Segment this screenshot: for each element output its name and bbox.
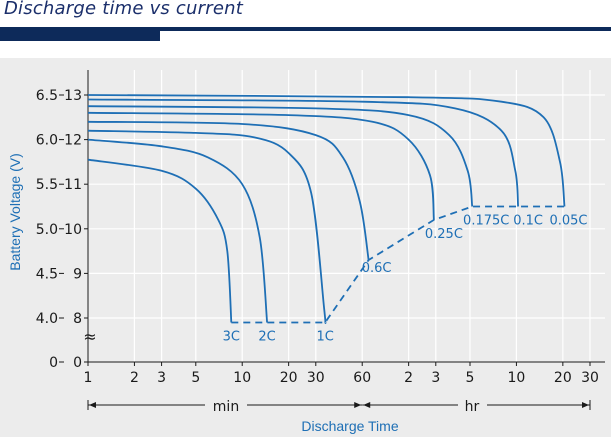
series-label-0-25c: 0.25C bbox=[425, 227, 463, 242]
range-hr-label: hr bbox=[465, 399, 480, 415]
x-tick-label-11: 10 bbox=[508, 370, 526, 386]
chart-series bbox=[87, 94, 566, 324]
series-label-0-1c: 0.1C bbox=[513, 214, 543, 229]
y-tick-inner-5: 8 bbox=[73, 311, 82, 327]
y-tick-outer-4: 4.5 bbox=[36, 266, 58, 282]
series-line-0-25c bbox=[87, 111, 435, 220]
y-tick-outer-6: 0 bbox=[49, 355, 58, 371]
series-label-0-05c: 0.05C bbox=[549, 214, 587, 229]
x-tick-label-6: 30 bbox=[307, 370, 325, 386]
series-line-0-175c bbox=[87, 105, 474, 207]
y-tick-inner-3: 10 bbox=[64, 222, 82, 238]
series-line-0-05c bbox=[87, 94, 566, 207]
y-tick-outer-1: 6.0 bbox=[36, 133, 58, 149]
title-band-accent bbox=[0, 31, 160, 41]
x-tick-label-0: 1 bbox=[84, 370, 93, 386]
y-tick-outer-0: 6.5 bbox=[36, 88, 58, 104]
x-tick-label-12: 20 bbox=[554, 370, 572, 386]
x-tick-label-13: 30 bbox=[581, 370, 599, 386]
y-tick-outer-3: 5.0 bbox=[36, 222, 58, 238]
y-tick-inner-0: 13 bbox=[64, 88, 82, 104]
y-tick-inner-6: 0 bbox=[73, 355, 82, 371]
y-tick-inner-1: 12 bbox=[64, 133, 82, 149]
x-tick-label-7: 60 bbox=[353, 370, 371, 386]
series-line-1c bbox=[87, 129, 327, 324]
x-tick-label-2: 3 bbox=[157, 370, 166, 386]
x-tick-label-3: 5 bbox=[191, 370, 200, 386]
range-arrow-mid-left bbox=[354, 402, 362, 408]
page-title: Discharge time vs current bbox=[4, 0, 243, 19]
x-tick-label-10: 5 bbox=[466, 370, 475, 386]
series-label-2c: 2C bbox=[258, 329, 275, 344]
x-tick-label-4: 10 bbox=[233, 370, 251, 386]
y-tick-inner-2: 11 bbox=[64, 177, 82, 193]
cutoff-dashed-line bbox=[231, 205, 565, 324]
range-min-label: min bbox=[213, 399, 239, 415]
title-rule bbox=[0, 27, 611, 31]
series-label-3c: 3C bbox=[223, 329, 240, 344]
range-arrow-start bbox=[89, 402, 96, 408]
axis-break-symbol: ≈ bbox=[83, 327, 96, 346]
y-tick-inner-4: 9 bbox=[73, 266, 82, 282]
title-band bbox=[0, 31, 611, 41]
y-tick-outer-5: 4.0 bbox=[36, 311, 58, 327]
x-tick-label-8: 2 bbox=[404, 370, 413, 386]
series-line-2c bbox=[87, 138, 268, 323]
series-label-0-175c: 0.175C bbox=[463, 214, 509, 229]
x-axis-label: Discharge Time bbox=[301, 418, 398, 434]
x-tick-label-5: 20 bbox=[280, 370, 298, 386]
series-line-3c bbox=[87, 158, 233, 323]
series-line-0-6c bbox=[87, 120, 370, 261]
range-arrow-mid-right bbox=[363, 402, 371, 408]
range-arrow-end bbox=[582, 402, 589, 408]
x-tick-label-9: 3 bbox=[431, 370, 440, 386]
chart-grid bbox=[87, 70, 605, 362]
chart-axes bbox=[59, 70, 605, 410]
y-axis-label: Battery Voltage (V) bbox=[7, 153, 23, 271]
series-line-0-1c bbox=[87, 98, 519, 207]
series-label-1c: 1C bbox=[316, 329, 333, 344]
series-label-0-6c: 0.6C bbox=[362, 261, 392, 276]
y-tick-outer-2: 5.5 bbox=[36, 177, 58, 193]
x-tick-label-1: 2 bbox=[130, 370, 139, 386]
